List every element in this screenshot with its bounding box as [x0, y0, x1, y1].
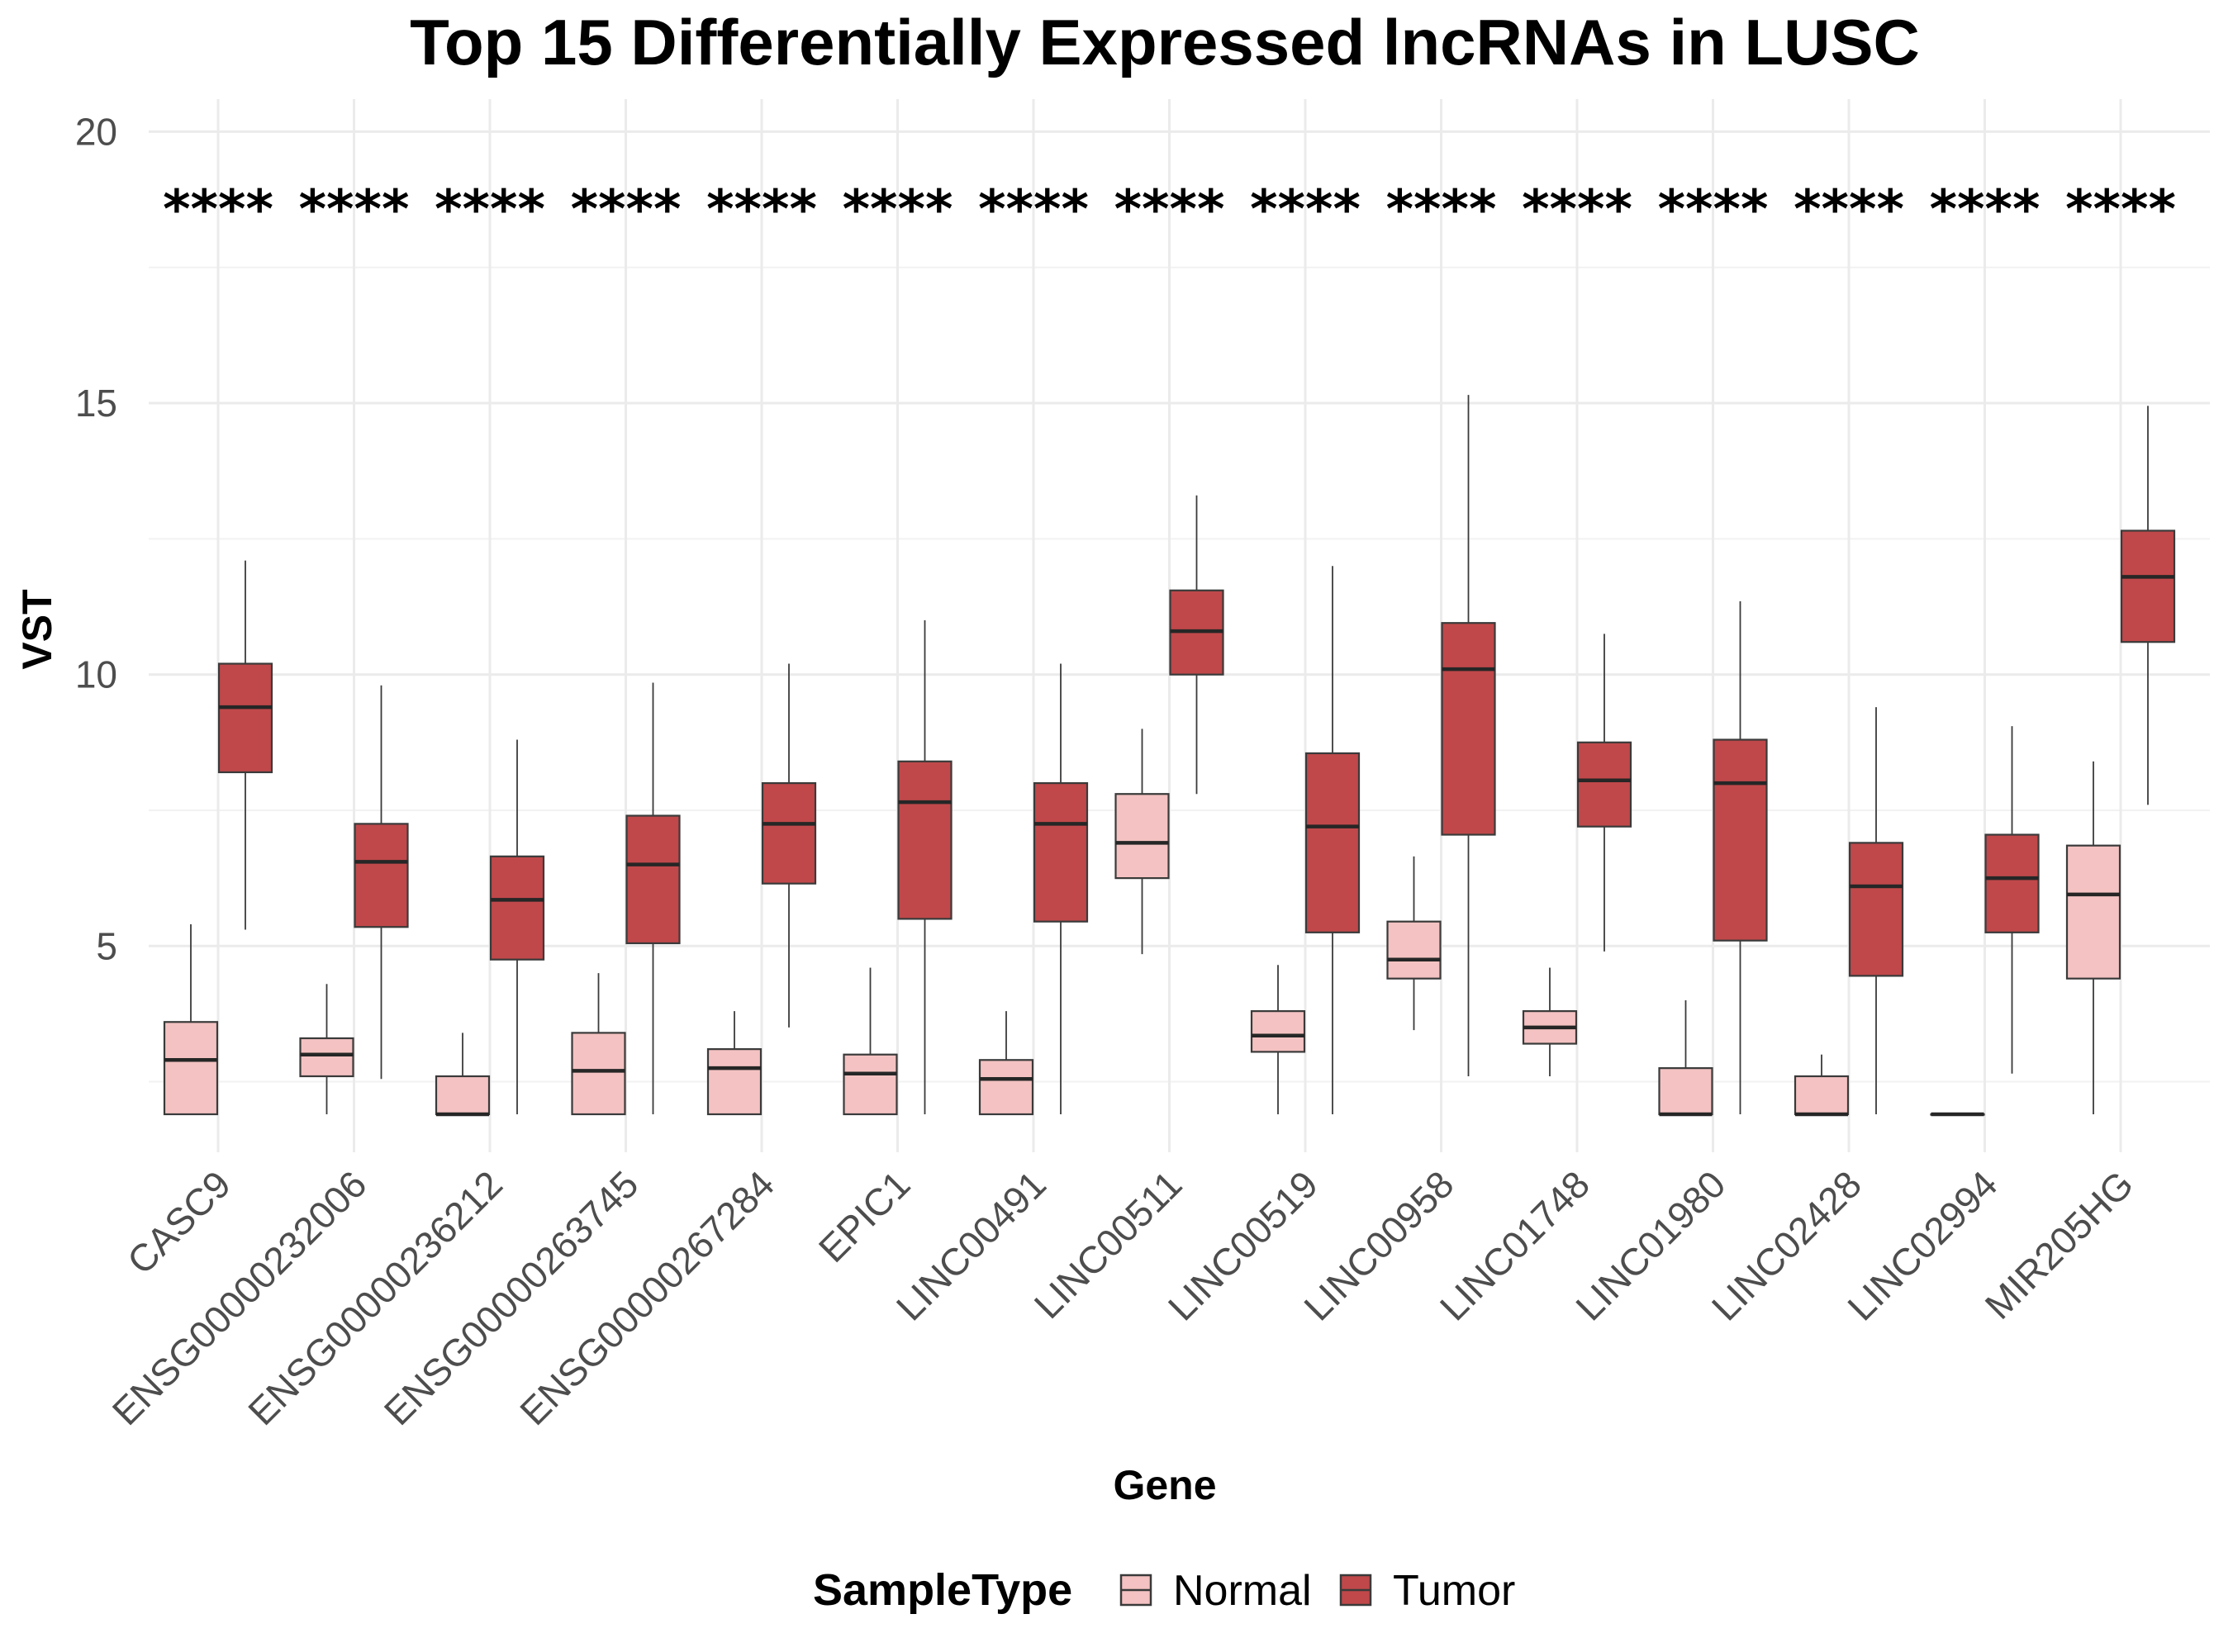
box-series — [163, 395, 2176, 1117]
significance-label: **** — [1930, 179, 2041, 240]
box-normal-ENSG00000267284 — [706, 1011, 763, 1116]
x-tick-label: ENSG00000236212 — [240, 1162, 511, 1433]
box-iqr — [625, 814, 681, 945]
box-iqr — [354, 823, 409, 928]
y-axis-title: VST — [14, 589, 60, 669]
box-tumor-LINC02994 — [1984, 726, 2040, 1074]
x-tick-label: EPIC1 — [810, 1162, 919, 1270]
box-tumor-MIR205HG — [2120, 406, 2176, 805]
box-normal-LINC00958 — [1386, 856, 1442, 1031]
box-tumor-ENSG00000263745 — [625, 682, 681, 1114]
y-tick-label: 20 — [75, 110, 117, 153]
box-iqr — [2065, 844, 2121, 980]
significance-label: **** — [571, 179, 682, 240]
box-iqr — [1033, 781, 1089, 923]
box-iqr — [761, 781, 817, 885]
box-iqr — [978, 1059, 1034, 1116]
significance-label: **** — [706, 179, 817, 240]
box-iqr — [1386, 920, 1442, 980]
box-iqr — [1794, 1075, 1850, 1116]
chart-title: Top 15 Differentially Expressed lncRNAs … — [410, 6, 1920, 78]
legend-key-normal — [1119, 1574, 1152, 1607]
x-tick-label: ENSG00000232006 — [104, 1162, 375, 1433]
box-normal-LINC02428 — [1794, 1054, 1850, 1117]
legend-key-tumor — [1339, 1574, 1372, 1607]
significance-label: **** — [1658, 179, 1769, 240]
box-iqr — [1984, 833, 2040, 933]
legend-title: SampleType — [813, 1565, 1072, 1615]
box-normal-MIR205HG — [2065, 761, 2121, 1114]
box-iqr — [1441, 622, 1496, 836]
box-tumor-LINC00511 — [1169, 495, 1224, 795]
box-iqr — [1304, 752, 1361, 933]
box-iqr — [435, 1075, 491, 1116]
legend-label-normal: Normal — [1173, 1567, 1312, 1615]
box-iqr — [299, 1037, 354, 1078]
box-normal-LINC02994 — [1930, 1112, 1985, 1117]
significance-label: **** — [1522, 179, 1632, 240]
significance-label: **** — [1250, 179, 1361, 240]
box-iqr — [489, 855, 545, 961]
box-normal-LINC01748 — [1522, 967, 1578, 1076]
significance-label: **** — [1114, 179, 1225, 240]
significance-label: **** — [163, 179, 273, 240]
box-normal-ENSG00000263745 — [571, 973, 626, 1116]
significance-label: **** — [1794, 179, 1904, 240]
y-axis-ticks: 5 10 15 20 — [75, 110, 117, 967]
box-normal-LINC01980 — [1658, 999, 1713, 1117]
box-normal-LINC00519 — [1250, 965, 1306, 1114]
box-normal-ENSG00000236212 — [435, 1032, 491, 1117]
box-tumor-EPIC1 — [897, 620, 953, 1114]
x-tick-label: MIR205HG — [1977, 1162, 2141, 1327]
legend-label-tumor: Tumor — [1393, 1567, 1515, 1615]
box-iqr — [1576, 741, 1632, 828]
box-normal-CASC9 — [163, 923, 219, 1116]
box-tumor-ENSG00000267284 — [761, 663, 817, 1028]
significance-label: **** — [978, 179, 1089, 240]
x-tick-label: CASC9 — [119, 1162, 239, 1282]
box-tumor-LINC00519 — [1304, 566, 1361, 1114]
x-tick-label: ENSG00000263745 — [376, 1162, 647, 1433]
significance-label: **** — [435, 179, 545, 240]
box-tumor-ENSG00000236212 — [489, 739, 545, 1114]
box-tumor-LINC01980 — [1713, 601, 1768, 1114]
box-normal-LINC00491 — [978, 1011, 1034, 1116]
significance-label: **** — [843, 179, 953, 240]
x-tick-label: ENSG00000267284 — [511, 1162, 782, 1433]
box-tumor-LINC02428 — [1848, 707, 1904, 1114]
box-tumor-CASC9 — [217, 560, 273, 930]
y-tick-label: 15 — [75, 382, 117, 425]
box-normal-EPIC1 — [843, 967, 898, 1116]
box-iqr — [2120, 529, 2176, 643]
x-axis-ticks: CASC9ENSG00000232006ENSG00000236212ENSG0… — [104, 1162, 2141, 1433]
y-tick-label: 5 — [96, 924, 117, 967]
box-tumor-ENSG00000232006 — [354, 685, 409, 1080]
box-iqr — [1658, 1067, 1713, 1116]
box-iqr — [1114, 793, 1170, 880]
box-tumor-LINC01748 — [1576, 634, 1632, 952]
box-iqr — [706, 1048, 763, 1116]
significance-labels: **** **** **** **** **** **** **** **** **** ****… — [163, 179, 2176, 240]
significance-label: **** — [1386, 179, 1497, 240]
box-iqr — [897, 760, 953, 920]
box-iqr — [1713, 738, 1768, 942]
box-iqr — [571, 1032, 626, 1116]
legend: SampleType Normal Tumor — [813, 1565, 1515, 1615]
box-iqr — [1848, 842, 1904, 977]
x-axis-title: Gene — [1113, 1462, 1216, 1508]
box-iqr — [1250, 1010, 1306, 1053]
box-iqr — [217, 662, 273, 774]
box-normal-LINC00511 — [1114, 729, 1170, 955]
box-iqr — [843, 1053, 898, 1116]
box-tumor-LINC00491 — [1033, 663, 1089, 1114]
box-normal-ENSG00000232006 — [299, 984, 354, 1114]
significance-label: **** — [2065, 179, 2176, 240]
y-tick-label: 10 — [75, 653, 117, 696]
box-tumor-LINC00958 — [1441, 395, 1496, 1076]
significance-label: **** — [299, 179, 410, 240]
box-iqr — [163, 1021, 219, 1116]
